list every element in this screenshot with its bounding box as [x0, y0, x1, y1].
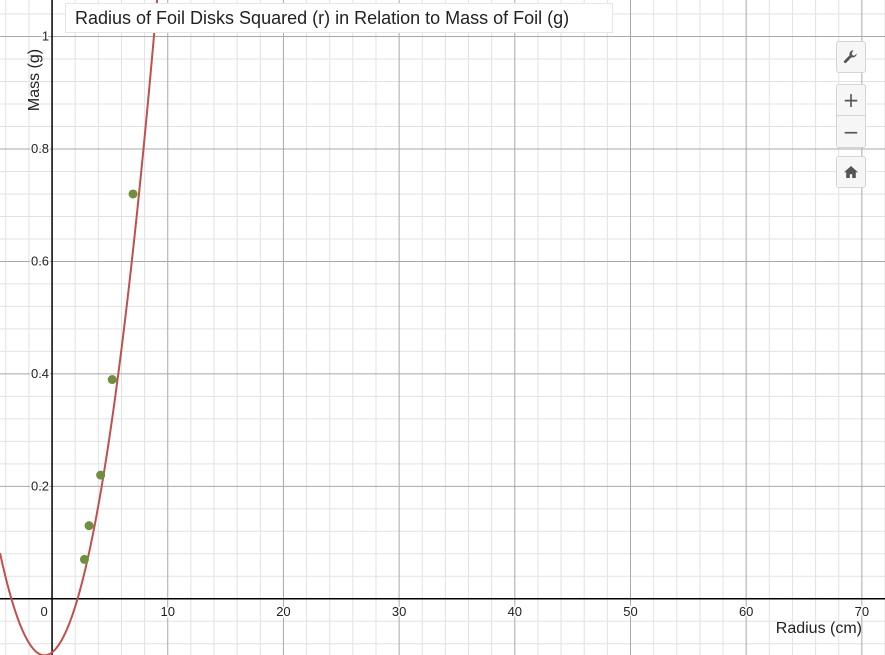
settings-button[interactable] [836, 41, 866, 73]
graph-toolbar: + − [836, 41, 866, 188]
zoom-out-button[interactable]: − [836, 116, 866, 148]
chart-title: Radius of Foil Disks Squared (r) in Rela… [65, 3, 613, 33]
y-axis-label: Mass (g) [26, 49, 43, 111]
y-tick-label: 0.2 [31, 478, 49, 493]
y-tick-label: 0.4 [31, 366, 49, 381]
data-point [84, 521, 94, 531]
default-view-button[interactable] [836, 156, 866, 188]
tick-labels: 0 10 20 30 40 50 60 70 0.2 0.4 0.6 0.8 1 [29, 27, 870, 620]
y-tick-label: 1 [42, 29, 49, 44]
x-tick-label: 10 [161, 604, 175, 619]
x-tick-label: 0 [40, 604, 47, 619]
data-point [96, 470, 106, 480]
wrench-icon [843, 50, 857, 64]
x-tick-label: 40 [508, 604, 522, 619]
fit-curve-layer [0, 0, 159, 655]
data-points-layer [79, 189, 138, 564]
plus-icon: + [842, 88, 860, 112]
x-tick-label: 70 [855, 604, 869, 619]
y-tick-label: 0.8 [31, 141, 49, 156]
x-axis-label: Radius (cm) [776, 620, 862, 637]
x-tick-label: 60 [739, 604, 753, 619]
home-icon [844, 166, 858, 178]
y-tick-label: 0.6 [31, 253, 49, 268]
data-point [107, 375, 117, 385]
zoom-in-button[interactable]: + [836, 84, 866, 116]
x-tick-label: 50 [623, 604, 637, 619]
fit-curve [0, 0, 159, 655]
x-tick-label: 20 [276, 604, 290, 619]
data-point [128, 189, 138, 199]
data-point [79, 554, 89, 564]
minus-icon: − [842, 119, 860, 144]
x-tick-label: 30 [392, 604, 406, 619]
